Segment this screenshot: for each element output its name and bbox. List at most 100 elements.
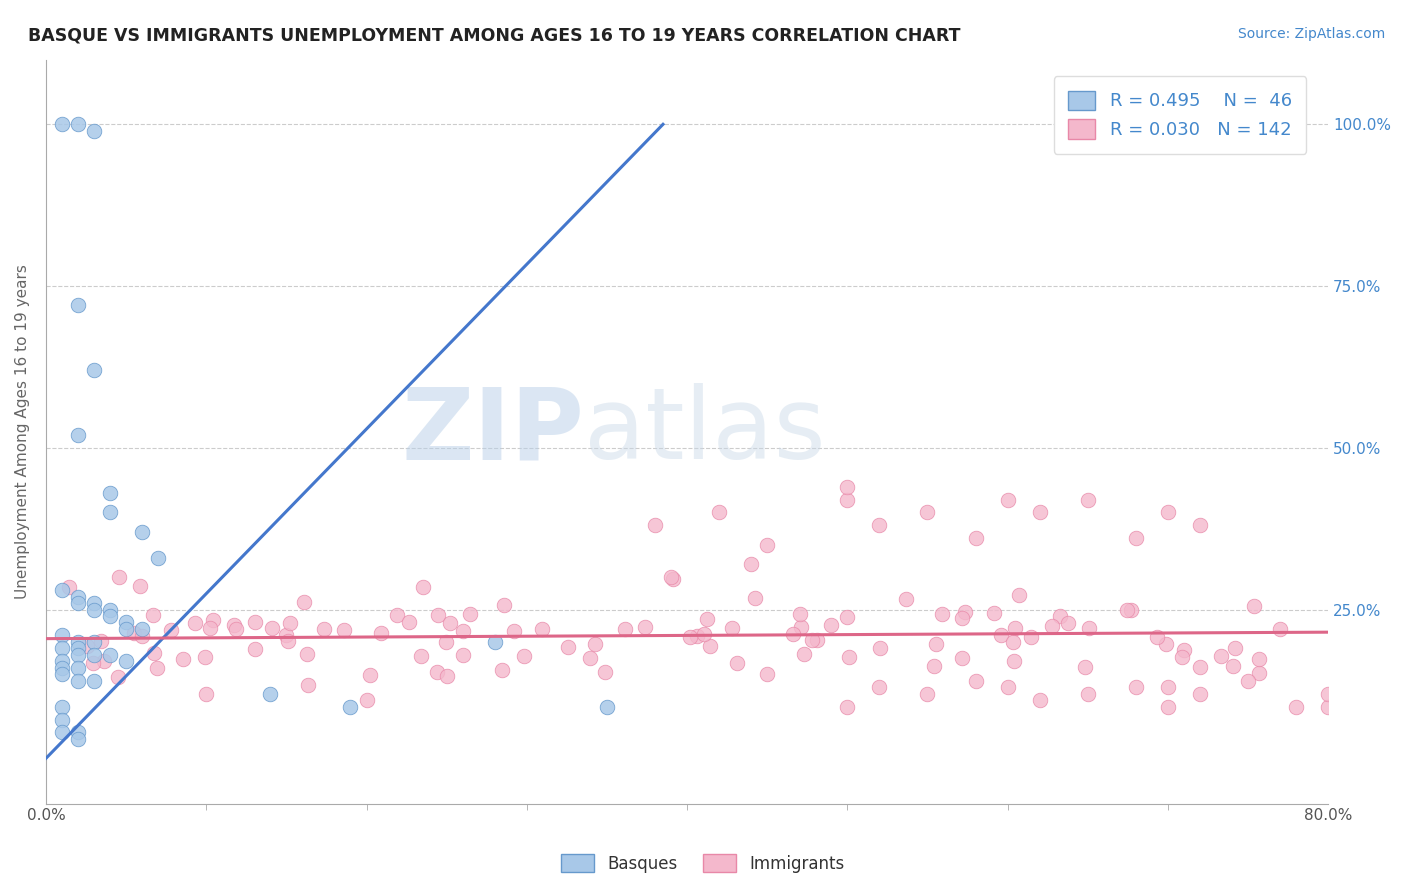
Point — [453, 648, 475, 662]
Point — [917, 687, 939, 701]
Point — [83, 602, 105, 616]
Point — [1019, 630, 1042, 644]
Text: ZIP: ZIP — [402, 383, 585, 480]
Point — [983, 606, 1005, 620]
Point — [1119, 603, 1142, 617]
Point — [707, 506, 730, 520]
Point — [1077, 492, 1099, 507]
Point — [412, 580, 434, 594]
Point — [66, 117, 89, 131]
Point — [661, 570, 683, 584]
Legend: R = 0.495    N =  46, R = 0.030   N = 142: R = 0.495 N = 46, R = 0.030 N = 142 — [1053, 76, 1306, 153]
Point — [194, 649, 217, 664]
Point — [1285, 699, 1308, 714]
Point — [98, 602, 121, 616]
Point — [224, 618, 246, 632]
Point — [51, 654, 73, 668]
Text: BASQUE VS IMMIGRANTS UNEMPLOYMENT AMONG AGES 16 TO 19 YEARS CORRELATION CHART: BASQUE VS IMMIGRANTS UNEMPLOYMENT AMONG … — [28, 27, 960, 45]
Point — [1004, 621, 1026, 635]
Point — [950, 611, 973, 625]
Point — [837, 480, 859, 494]
Point — [837, 699, 859, 714]
Point — [1057, 616, 1080, 631]
Point — [782, 627, 804, 641]
Point — [1028, 693, 1050, 707]
Point — [243, 642, 266, 657]
Point — [66, 596, 89, 610]
Point — [931, 607, 953, 621]
Point — [484, 635, 506, 649]
Legend: Basques, Immigrants: Basques, Immigrants — [554, 847, 852, 880]
Point — [292, 594, 315, 608]
Point — [720, 621, 742, 635]
Point — [122, 626, 145, 640]
Point — [198, 621, 221, 635]
Point — [83, 648, 105, 662]
Point — [990, 628, 1012, 642]
Point — [793, 647, 815, 661]
Point — [297, 647, 319, 661]
Point — [108, 570, 131, 584]
Point — [917, 506, 939, 520]
Point — [160, 623, 183, 637]
Point — [51, 661, 73, 675]
Point — [243, 615, 266, 629]
Point — [1077, 687, 1099, 701]
Point — [789, 607, 811, 622]
Point — [693, 626, 716, 640]
Point — [83, 363, 105, 377]
Point — [66, 590, 89, 604]
Point — [1243, 599, 1265, 613]
Point — [385, 608, 408, 623]
Point — [678, 630, 700, 644]
Point — [398, 615, 420, 629]
Point — [51, 583, 73, 598]
Point — [1188, 518, 1211, 533]
Point — [744, 591, 766, 605]
Point — [51, 699, 73, 714]
Point — [583, 637, 606, 651]
Point — [201, 613, 224, 627]
Point — [51, 725, 73, 739]
Point — [1188, 660, 1211, 674]
Point — [51, 713, 73, 727]
Point — [1171, 650, 1194, 665]
Point — [1002, 654, 1025, 668]
Point — [491, 663, 513, 677]
Point — [699, 640, 721, 654]
Point — [434, 634, 457, 648]
Point — [66, 731, 89, 746]
Point — [634, 619, 657, 633]
Point — [1237, 673, 1260, 688]
Point — [312, 622, 335, 636]
Point — [513, 649, 536, 664]
Point — [494, 599, 516, 613]
Point — [115, 654, 138, 668]
Point — [83, 124, 105, 138]
Point — [1156, 637, 1178, 651]
Point — [51, 628, 73, 642]
Point — [503, 624, 526, 638]
Point — [277, 634, 299, 648]
Point — [837, 610, 859, 624]
Point — [131, 622, 153, 636]
Point — [1040, 619, 1063, 633]
Point — [596, 699, 619, 714]
Point — [1028, 506, 1050, 520]
Point — [696, 612, 718, 626]
Point — [225, 622, 247, 636]
Point — [1125, 680, 1147, 694]
Point — [868, 680, 890, 694]
Point — [66, 661, 89, 675]
Point — [146, 660, 169, 674]
Point — [51, 641, 73, 656]
Point — [1247, 666, 1270, 681]
Point — [426, 607, 449, 622]
Point — [530, 622, 553, 636]
Point — [83, 596, 105, 610]
Point — [1317, 687, 1340, 701]
Point — [453, 624, 475, 638]
Point — [339, 699, 361, 714]
Point — [83, 673, 105, 688]
Point — [184, 615, 207, 630]
